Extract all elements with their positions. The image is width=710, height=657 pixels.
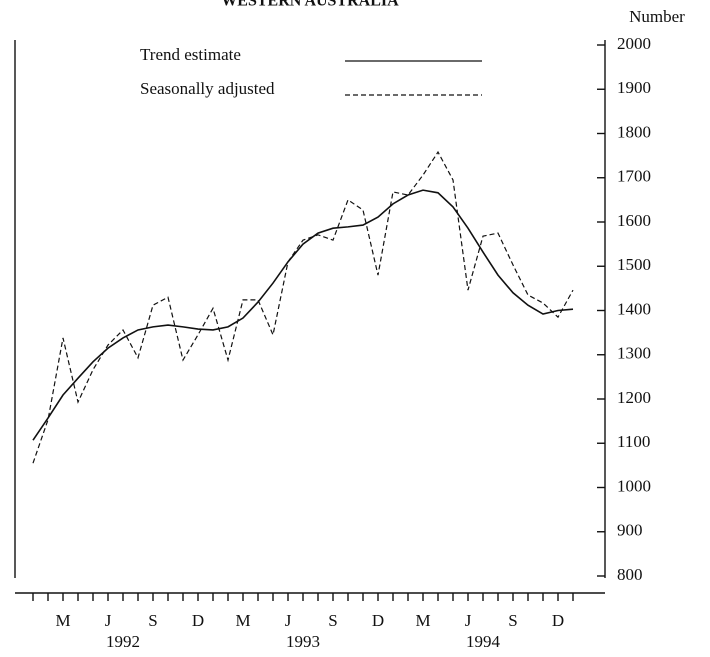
y-tick-label: 1100: [617, 432, 650, 451]
y-tick-label: 1500: [617, 255, 651, 274]
x-tick-label: M: [235, 611, 250, 630]
legend-label: Seasonally adjusted: [140, 79, 275, 98]
x-tick-label: D: [192, 611, 204, 630]
year-label: 1994: [466, 632, 501, 651]
chart-title: WESTERN AUSTRALIA: [221, 0, 399, 10]
y-tick-label: 2000: [617, 34, 651, 53]
y-tick-label: 1400: [617, 299, 651, 318]
series-line: [32, 189, 574, 441]
y-tick-label: 1200: [617, 388, 651, 407]
y-tick-label: 900: [617, 521, 643, 540]
x-tick-label: D: [552, 611, 564, 630]
x-tick-label: S: [328, 611, 337, 630]
x-tick-label: S: [508, 611, 517, 630]
x-tick-label: M: [415, 611, 430, 630]
series-line: [32, 150, 574, 464]
y-tick-label: 800: [617, 565, 643, 584]
y-tick-label: 1900: [617, 78, 651, 97]
y-tick-label: 1800: [617, 122, 651, 141]
y-axis-label: Number: [629, 7, 685, 26]
x-tick-label: J: [285, 611, 292, 630]
legend-label: Trend estimate: [140, 45, 241, 64]
x-tick-label: J: [105, 611, 112, 630]
year-label: 1993: [286, 632, 320, 651]
x-tick-label: S: [148, 611, 157, 630]
x-tick-label: M: [55, 611, 70, 630]
year-label: 1992: [106, 632, 140, 651]
y-tick-label: 1300: [617, 344, 651, 363]
x-tick-label: D: [372, 611, 384, 630]
y-tick-label: 1600: [617, 211, 651, 230]
y-tick-label: 1700: [617, 167, 651, 186]
x-tick-label: J: [465, 611, 472, 630]
y-tick-label: 1000: [617, 476, 651, 495]
